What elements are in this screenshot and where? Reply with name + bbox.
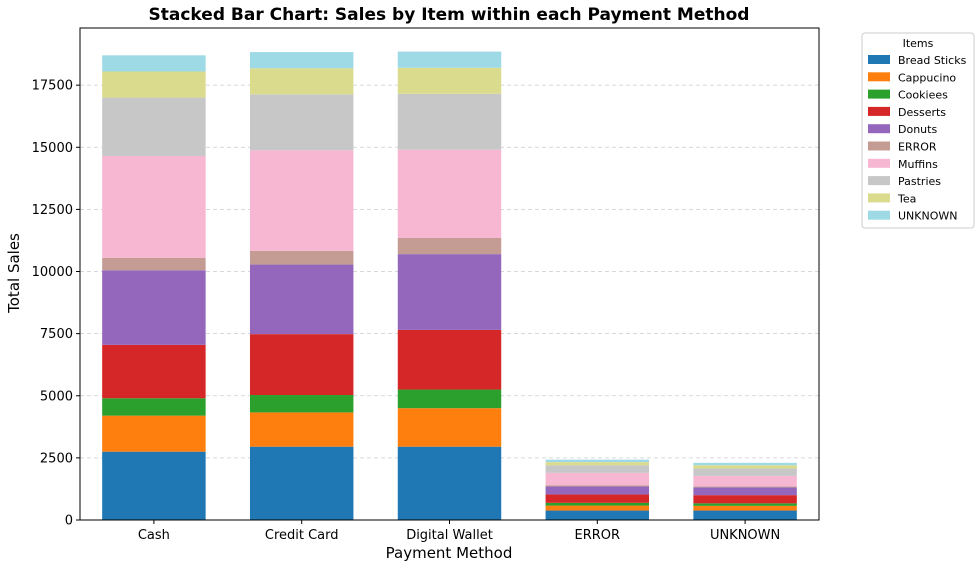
legend-label: Bread Sticks — [898, 54, 967, 67]
bar-segment — [693, 465, 797, 469]
legend-label: ERROR — [898, 141, 937, 154]
bar-segment — [693, 486, 797, 488]
y-tick-label: 7500 — [40, 327, 73, 342]
chart-title: Stacked Bar Chart: Sales by Item within … — [149, 5, 750, 25]
bar-segment — [693, 510, 797, 520]
bar-segment — [545, 486, 650, 495]
bar-segment — [545, 494, 650, 503]
legend-label: Muffins — [898, 158, 938, 171]
bar-segment — [249, 446, 354, 520]
bar-segment — [545, 465, 650, 473]
y-tick-label: 10000 — [32, 265, 73, 280]
legend-swatch — [868, 210, 890, 220]
legend-swatch — [868, 89, 890, 99]
bar-segment — [102, 398, 206, 416]
legend-label: Donuts — [898, 123, 937, 136]
bar-segment — [693, 462, 797, 466]
legend-label: Pastries — [898, 175, 941, 188]
bar-segment — [102, 270, 206, 345]
legend-label: Cappucino — [898, 71, 956, 84]
legend-swatch — [868, 176, 890, 186]
legend-title: Items — [903, 37, 934, 50]
bar-segment — [249, 94, 354, 151]
y-tick-label: 2500 — [40, 451, 73, 466]
legend-label: Tea — [897, 192, 916, 205]
bar-segment — [102, 97, 206, 156]
bar-segment — [545, 462, 650, 466]
axes: 0 2500 5000 7500 10000 12500 15000 17500 Cash Cre… — [32, 27, 820, 543]
bar-segment — [249, 334, 354, 396]
x-tick-label: ERROR — [575, 528, 621, 543]
bar-segment — [545, 485, 650, 487]
legend-swatch — [868, 158, 890, 168]
bar-segment — [693, 468, 797, 476]
bar-segment — [102, 257, 206, 271]
bars — [102, 51, 797, 520]
legend: Items Bread Sticks Cappucino Cookiees Desse… — [861, 32, 975, 229]
bar-segment — [693, 487, 797, 496]
x-tick-label: Credit Card — [265, 528, 339, 543]
legend-swatch — [868, 55, 890, 64]
bar-segment — [397, 408, 502, 447]
legend-label: UNKNOWN — [898, 210, 958, 223]
legend-swatch — [868, 124, 890, 134]
x-tick-label: UNKNOWN — [710, 528, 780, 543]
y-axis-label: Total Sales — [5, 233, 23, 314]
bar-segment — [249, 264, 354, 335]
bar-segment — [545, 472, 650, 486]
bar-segment — [693, 475, 797, 487]
y-tick-label: 5000 — [40, 389, 73, 404]
bar-segment — [102, 415, 206, 452]
bar-segment — [249, 395, 354, 413]
bar-segment — [397, 237, 502, 255]
bar-segment — [249, 68, 354, 95]
bar-segment — [397, 329, 502, 390]
bar-segment — [693, 495, 797, 504]
bar-segment — [545, 502, 650, 506]
bar-segment — [102, 155, 206, 258]
bar-segment — [545, 510, 650, 520]
legend-label: Cookiees — [898, 89, 948, 102]
bar-segment — [102, 451, 206, 520]
bar-segment — [397, 51, 502, 68]
legend-label: Desserts — [898, 106, 946, 119]
y-tick-label: 12500 — [32, 203, 73, 218]
legend-swatch — [868, 106, 890, 116]
bar-segment — [397, 93, 502, 150]
bar-segment — [545, 505, 650, 511]
y-tick-label: 0 — [65, 514, 73, 529]
bar-segment — [249, 412, 354, 447]
bar-segment — [693, 505, 797, 511]
bar-segment — [545, 459, 650, 463]
bar-segment — [102, 55, 206, 72]
bar-segment — [693, 503, 797, 506]
x-tick-label: Digital Wallet — [406, 528, 493, 543]
legend-swatch — [868, 193, 890, 203]
bar-segment — [397, 254, 502, 330]
bar-segment — [102, 71, 206, 98]
bar-segment — [397, 446, 502, 520]
bar-segment — [397, 67, 502, 94]
bar-segment — [249, 150, 354, 251]
x-axis-label: Payment Method — [386, 544, 513, 561]
bar-segment — [397, 389, 502, 409]
y-tick-label: 17500 — [32, 79, 73, 94]
bar-segment — [249, 52, 354, 69]
bar-segment — [249, 250, 354, 265]
y-tick-label: 15000 — [32, 141, 73, 156]
x-tick-label: Cash — [138, 528, 170, 543]
bar-segment — [397, 149, 502, 238]
legend-swatch — [868, 141, 890, 151]
legend-swatch — [868, 72, 890, 82]
bar-segment — [102, 344, 206, 399]
